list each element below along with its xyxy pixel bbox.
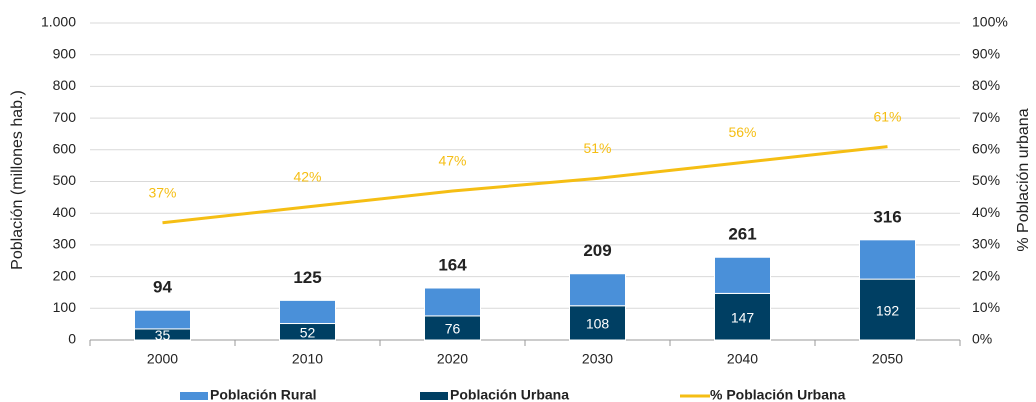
y-tick-label: 500 <box>53 172 77 188</box>
y2-tick-label: 80% <box>972 77 1000 93</box>
x-tick-label: 2050 <box>872 351 903 367</box>
y-tick-label: 1.000 <box>41 14 76 30</box>
y-tick-label: 300 <box>53 236 77 252</box>
bar-segment <box>569 273 626 307</box>
y-tick-label: 700 <box>53 109 77 125</box>
bar-value-label: 192 <box>876 302 900 318</box>
x-tick-label: 2040 <box>727 351 758 367</box>
total-label: 164 <box>438 255 467 274</box>
legend-marker <box>180 392 208 400</box>
y-tick-label: 900 <box>53 45 77 61</box>
line-value-label: 51% <box>583 140 611 156</box>
x-tick-label: 2010 <box>292 351 323 367</box>
legend-marker <box>420 392 448 400</box>
x-tick-label: 2020 <box>437 351 468 367</box>
bar-segment <box>714 256 771 294</box>
y2-axis-title: % Población urbana <box>1015 108 1032 251</box>
x-tick-label: 2030 <box>582 351 613 367</box>
y-tick-label: 800 <box>53 77 77 93</box>
y2-tick-label: 20% <box>972 267 1000 283</box>
y2-tick-label: 50% <box>972 172 1000 188</box>
bar-segment <box>279 299 336 325</box>
total-label: 316 <box>873 207 901 226</box>
bar-segment <box>859 278 916 341</box>
x-tick-label: 2000 <box>147 351 178 367</box>
bar-value-label: 108 <box>586 316 610 332</box>
bar-segment <box>569 305 626 341</box>
y2-tick-label: 60% <box>972 141 1000 157</box>
line-value-label: 61% <box>873 108 901 124</box>
total-label: 125 <box>293 268 321 287</box>
line-value-label: 47% <box>438 153 466 169</box>
legend-label: Población Urbana <box>450 387 569 402</box>
bar-segment <box>424 287 481 317</box>
total-label: 209 <box>583 241 611 260</box>
y-tick-label: 600 <box>53 141 77 157</box>
total-label: 261 <box>728 225 756 244</box>
y2-tick-label: 40% <box>972 204 1000 220</box>
line-value-label: 37% <box>148 184 176 200</box>
line-value-label: 42% <box>293 169 321 185</box>
y2-tick-label: 90% <box>972 45 1000 61</box>
bar-value-label: 52 <box>300 324 316 340</box>
total-label: 94 <box>153 278 172 297</box>
y-axis-title: Población (millones hab.) <box>9 90 26 270</box>
y2-tick-label: 10% <box>972 299 1000 315</box>
bar-segment <box>134 309 191 330</box>
y2-tick-label: 70% <box>972 109 1000 125</box>
bar-value-label: 147 <box>731 309 755 325</box>
bar-value-label: 76 <box>445 321 461 337</box>
y-tick-label: 0 <box>68 331 76 347</box>
y2-tick-label: 0% <box>972 331 992 347</box>
y2-tick-label: 30% <box>972 236 1000 252</box>
y-tick-label: 100 <box>53 299 77 315</box>
bar-value-label: 35 <box>155 327 171 343</box>
bar-segment <box>714 292 771 341</box>
y-tick-label: 200 <box>53 267 77 283</box>
bar-segment <box>424 315 481 341</box>
legend-label: Población Rural <box>210 387 317 402</box>
bar-segment <box>859 239 916 280</box>
line-value-label: 56% <box>728 124 756 140</box>
legend-label: % Población Urbana <box>710 387 846 402</box>
y-tick-label: 400 <box>53 204 77 220</box>
line <box>162 145 888 225</box>
y2-tick-label: 100% <box>972 14 1008 30</box>
